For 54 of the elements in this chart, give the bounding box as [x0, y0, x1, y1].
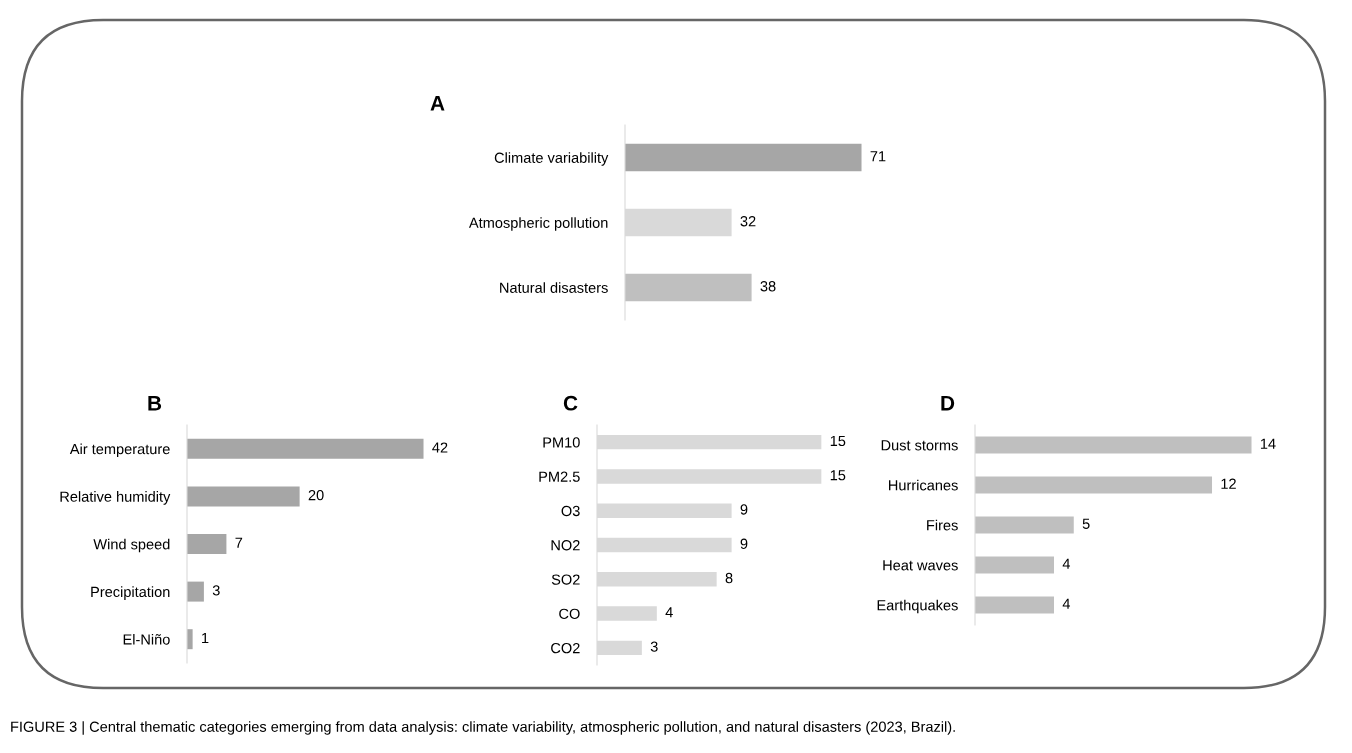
data-label: 3 — [212, 585, 220, 596]
bar — [975, 436, 1252, 454]
y-tick-label: Dust storms — [881, 440, 958, 451]
data-label: 15 — [830, 435, 846, 447]
chart-title: C — [563, 395, 578, 411]
data-label: 5 — [1082, 518, 1090, 529]
data-label: 15 — [830, 470, 846, 481]
data-label: 8 — [725, 572, 733, 584]
data-label: 71 — [870, 151, 886, 162]
bar — [975, 556, 1055, 574]
y-tick-label: Relative humidity — [60, 491, 171, 505]
data-label: 9 — [740, 538, 748, 549]
data-label: 14 — [1260, 438, 1276, 449]
y-tick-label: Wind speed — [93, 538, 170, 553]
y-tick-label: O3 — [561, 505, 580, 517]
y-tick-label: CO — [559, 608, 580, 619]
y-tick-label: PM2.5 — [539, 471, 580, 482]
text: A — [430, 96, 445, 111]
bar — [187, 438, 424, 459]
y-tick-label: Natural disasters — [500, 282, 608, 293]
bar — [975, 596, 1055, 614]
bar — [187, 581, 204, 602]
chart-title: B — [148, 396, 162, 411]
y-tick-label: CO2 — [551, 642, 580, 654]
y-tick-label: Climate variability — [494, 152, 609, 166]
y-tick-label: Earthquakes — [877, 599, 958, 614]
data-label: 1 — [202, 632, 209, 643]
data-label: 38 — [760, 281, 776, 292]
data-label: 4 — [665, 607, 673, 618]
bar — [187, 534, 227, 554]
data-label: 3 — [650, 641, 658, 652]
data-label: 9 — [740, 504, 748, 515]
data-label: 4 — [1062, 598, 1071, 609]
y-tick-label: Air temperature — [69, 443, 170, 458]
data-label: 32 — [740, 216, 756, 227]
data-label: 42 — [432, 442, 448, 453]
y-tick-label: PM10 — [543, 437, 580, 448]
caption: FIGURE 3 | Central thematic categories emerging from data analysis: climate variability, atmospheric pollution, and natural disasters (2023, Brazil). — [11, 721, 955, 735]
y-tick-label: Fires — [927, 519, 958, 531]
chart-title: D — [941, 396, 955, 411]
data-label: 4 — [1062, 558, 1071, 569]
bar — [975, 476, 1213, 494]
y-tick-label: NO2 — [551, 540, 580, 551]
y-tick-label: SO2 — [551, 574, 580, 585]
data-label: 12 — [1221, 478, 1236, 489]
y-tick-label: Precipitation — [91, 586, 170, 600]
bar — [975, 516, 1074, 534]
y-tick-label: Atmospheric pollution — [468, 217, 608, 231]
data-label: 7 — [235, 537, 243, 548]
bar — [187, 486, 300, 507]
y-tick-label: Hurricanes — [889, 479, 958, 491]
y-tick-label: El-Niño — [123, 633, 170, 645]
data-label: 20 — [308, 489, 324, 501]
y-tick-label: Heat waves — [883, 560, 958, 571]
